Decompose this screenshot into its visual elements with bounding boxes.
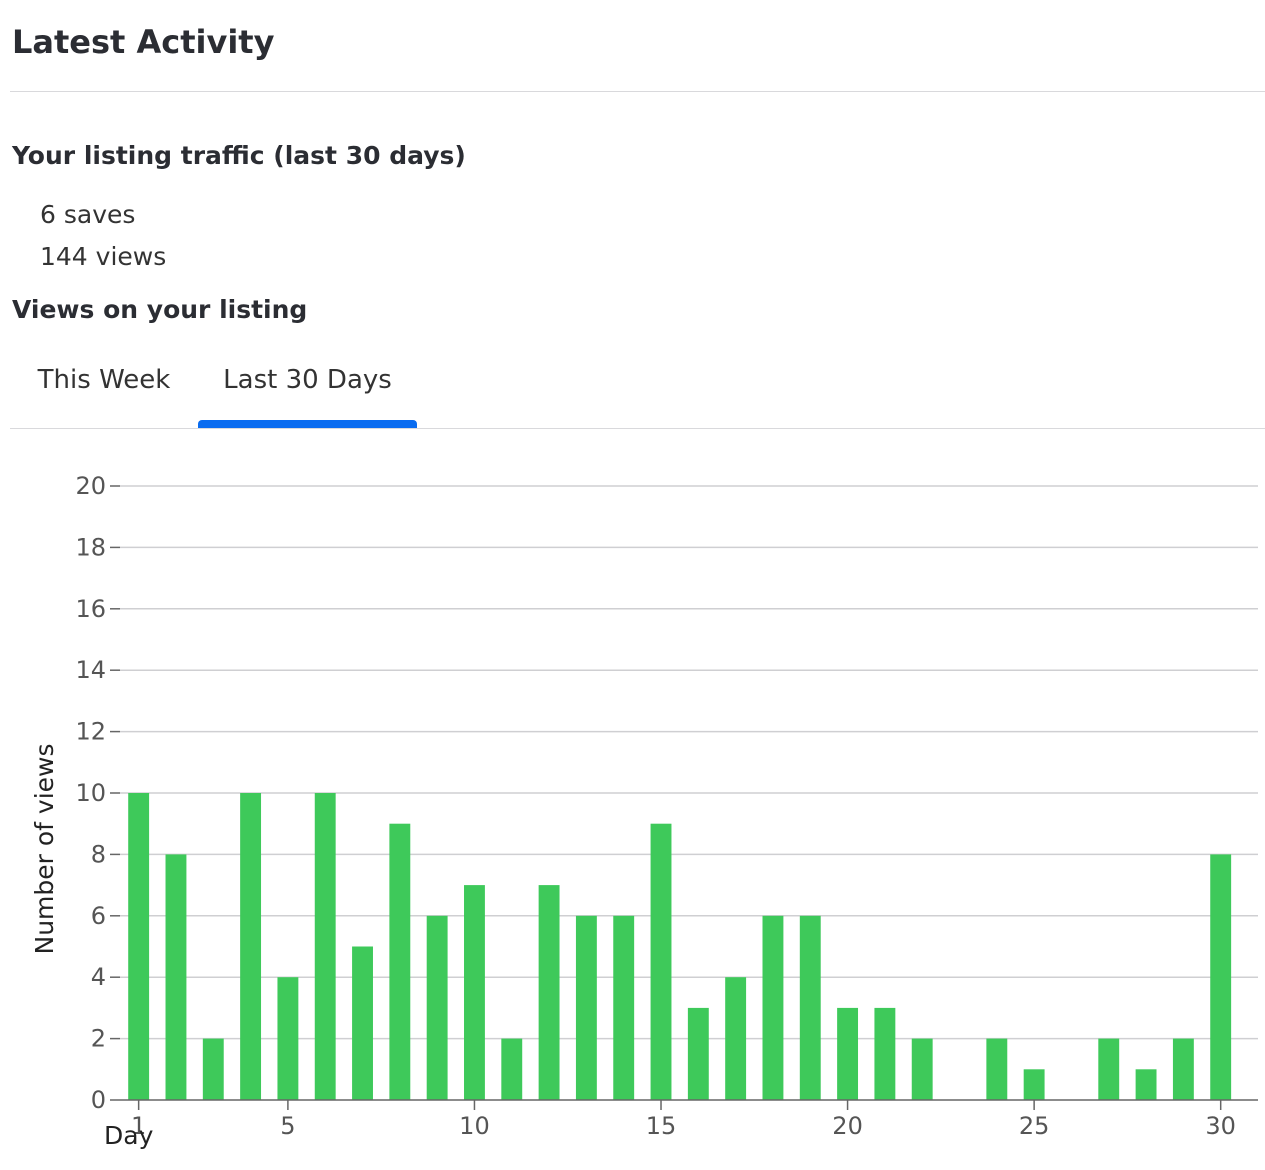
traffic-stats: 6 saves 144 views bbox=[40, 194, 166, 278]
bar-day-1 bbox=[128, 793, 150, 1100]
tabs-divider bbox=[10, 428, 1265, 429]
bar-day-30 bbox=[1210, 854, 1232, 1100]
y-tick-label: 6 bbox=[91, 902, 106, 930]
bar-day-6 bbox=[314, 793, 336, 1100]
x-tick-label: 10 bbox=[459, 1112, 490, 1140]
bar-layer bbox=[128, 793, 1232, 1100]
bar-day-10 bbox=[464, 885, 485, 1100]
x-tick-label: 20 bbox=[832, 1112, 863, 1140]
bar-day-18 bbox=[762, 915, 784, 1100]
bar-day-15 bbox=[650, 823, 672, 1100]
bar-day-24 bbox=[986, 1038, 1008, 1100]
y-tick-label: 10 bbox=[75, 779, 106, 807]
x-tick-label: 5 bbox=[280, 1112, 295, 1140]
tab-this-week[interactable]: This Week bbox=[37, 365, 171, 395]
bar-day-3 bbox=[202, 1038, 224, 1100]
y-tick-label: 12 bbox=[75, 718, 106, 746]
bar-day-9 bbox=[426, 915, 448, 1100]
bar-day-20 bbox=[837, 1007, 859, 1100]
y-tick-label: 4 bbox=[91, 963, 106, 991]
y-tick-label: 0 bbox=[91, 1086, 106, 1114]
bar-day-27 bbox=[1098, 1038, 1120, 1100]
bar-day-28 bbox=[1135, 1069, 1157, 1100]
bar-day-22 bbox=[911, 1038, 933, 1100]
x-tick-label: 1 bbox=[131, 1112, 146, 1140]
bar-day-11 bbox=[501, 1038, 523, 1100]
page-title: Latest Activity bbox=[12, 23, 275, 61]
y-tick-label: 14 bbox=[75, 656, 106, 684]
y-tick-label: 2 bbox=[91, 1025, 106, 1053]
bar-day-5 bbox=[277, 977, 299, 1100]
saves-count: 6 saves bbox=[40, 200, 136, 229]
bar-day-8 bbox=[389, 823, 411, 1100]
traffic-heading: Your listing traffic (last 30 days) bbox=[12, 141, 466, 170]
bar-day-29 bbox=[1172, 1038, 1194, 1100]
y-tick-label: 18 bbox=[75, 533, 106, 561]
bar-day-16 bbox=[687, 1007, 709, 1100]
bar-day-12 bbox=[538, 885, 560, 1100]
bar-day-19 bbox=[799, 915, 821, 1100]
views-heading: Views on your listing bbox=[12, 295, 308, 324]
tab-last-30-days[interactable]: Last 30 Days bbox=[223, 365, 392, 395]
x-tick-label: 30 bbox=[1205, 1112, 1236, 1140]
active-tab-indicator bbox=[198, 420, 417, 428]
views-bar-chart: 0 2 4 6 8 10 12 14 16 18 20 1 5 10 15 20 25 30 Number of … bbox=[0, 430, 1265, 1170]
bar-day-17 bbox=[725, 977, 747, 1100]
bar-day-21 bbox=[874, 1007, 896, 1100]
x-tick-label: 25 bbox=[1019, 1112, 1050, 1140]
bar-day-13 bbox=[575, 915, 597, 1100]
bar-day-14 bbox=[613, 915, 635, 1100]
x-axis-title: Day bbox=[104, 1121, 154, 1150]
y-axis-title: Number of views bbox=[30, 743, 59, 954]
grid-layer bbox=[120, 485, 1258, 1040]
x-tick-label: 15 bbox=[646, 1112, 677, 1140]
bar-day-25 bbox=[1023, 1069, 1045, 1100]
bar-day-7 bbox=[352, 946, 373, 1100]
y-tick-label: 8 bbox=[91, 840, 106, 868]
bar-day-4 bbox=[240, 793, 262, 1100]
views-tabs: This Week Last 30 Days bbox=[10, 352, 1265, 428]
header-divider bbox=[10, 91, 1265, 92]
views-count: 144 views bbox=[40, 242, 167, 271]
y-tick-label: 20 bbox=[75, 472, 106, 500]
bar-day-2 bbox=[165, 854, 187, 1100]
y-tick-label: 16 bbox=[75, 595, 106, 623]
